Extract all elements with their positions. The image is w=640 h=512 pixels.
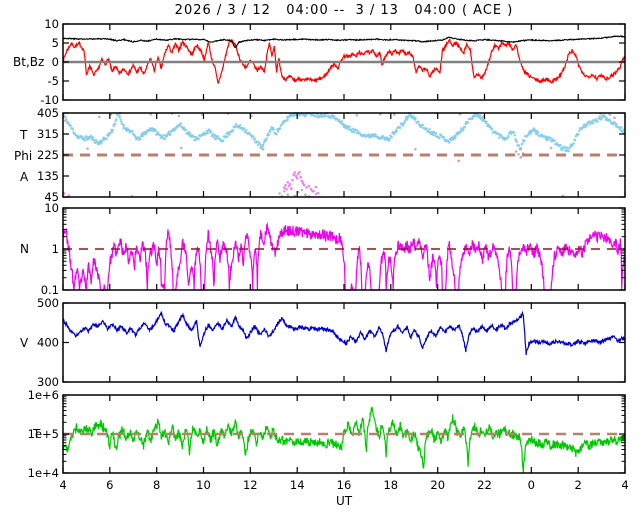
x-tick-label: 20	[430, 478, 445, 492]
y-tick-label: -5	[48, 74, 59, 88]
y-tick-label: 135	[37, 169, 59, 183]
y-tick-label: 0.1	[41, 283, 59, 297]
y-tick-label: 1	[52, 242, 59, 256]
x-tick-label: 16	[337, 478, 352, 492]
y-tick-label: 1e+4	[28, 466, 59, 480]
x-tick-label: 12	[243, 478, 258, 492]
x-tick-label: 22	[477, 478, 492, 492]
series-Bt	[63, 35, 625, 49]
x-tick-label: 10	[196, 478, 211, 492]
panel-temperature	[63, 406, 625, 474]
y-tick-label: 1e+5	[28, 427, 59, 441]
y-tick-label: 405	[37, 106, 59, 120]
x-tick-label: 8	[153, 478, 160, 492]
x-tick-label: 4	[59, 478, 66, 492]
y-tick-label: 1e+6	[28, 388, 59, 402]
ylabel-speed: V	[20, 336, 29, 350]
y-tick-label: 5	[52, 36, 59, 50]
y-tick-label: 400	[37, 336, 59, 350]
ylabel-phi: Phi	[14, 149, 33, 163]
y-tick-label: 300	[37, 375, 59, 389]
series-V	[63, 310, 625, 355]
y-tick-label: 45	[44, 190, 59, 204]
y-tick-label: 0	[52, 55, 59, 69]
series-T	[63, 406, 625, 474]
ylabel-btbz: Bt,Bz	[13, 55, 45, 69]
y-tick-label: 225	[37, 148, 59, 162]
panel-magnetic-field	[63, 35, 625, 84]
x-tick-label: 18	[383, 478, 398, 492]
ylabel-theta: T	[20, 128, 28, 142]
x-tick-label: 6	[106, 478, 113, 492]
ylabel-density: N	[20, 242, 29, 256]
y-tick-label: -10	[40, 93, 59, 107]
ylabel-alpha: A	[20, 170, 29, 184]
panel-density	[63, 221, 625, 291]
x-tick-label: 4	[621, 478, 628, 492]
xlabel-ut: UT	[335, 494, 353, 508]
panel-speed	[63, 310, 625, 355]
ylabel-temperature: T	[33, 427, 41, 441]
plot-title: 2026 / 3 / 12 04:00 -- 3 / 13 04:00 ( AC…	[174, 3, 514, 18]
y-tick-label: 10	[44, 201, 59, 215]
y-tick-label: 500	[37, 296, 59, 310]
y-tick-label: 10	[44, 17, 59, 31]
x-tick-label: 2	[575, 478, 582, 492]
x-tick-label: 0	[528, 478, 535, 492]
panel-field-angles	[63, 112, 625, 198]
series-N	[63, 221, 625, 291]
x-tick-label: 14	[290, 478, 305, 492]
y-tick-label: 315	[37, 127, 59, 141]
